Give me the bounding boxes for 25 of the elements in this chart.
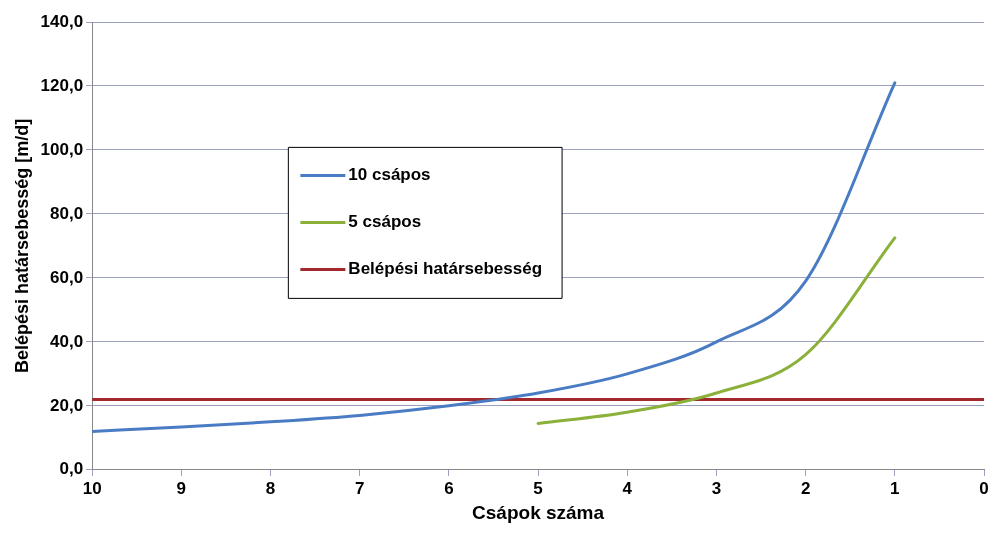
- y-tick-label: 120,0: [40, 75, 84, 95]
- x-tick-label: 2: [800, 478, 811, 498]
- line-series: [92, 81, 897, 433]
- x-tick-label: 7: [354, 478, 365, 498]
- y-tick-label: 80,0: [50, 203, 84, 223]
- y-axis-title: Belépési határsebesség [m/d]: [11, 118, 32, 373]
- y-tick-label: 100,0: [40, 139, 84, 159]
- y-tick-label: 40,0: [50, 331, 84, 351]
- y-tick-label: 60,0: [50, 267, 84, 287]
- x-tick-label: 0: [979, 478, 989, 498]
- x-tick-label: 1: [890, 478, 900, 498]
- x-tick-label: 8: [265, 478, 276, 498]
- legend-label: Belépési határsebesség: [348, 259, 543, 279]
- legend-label: 5 csápos: [348, 212, 422, 232]
- y-tick-label: 20,0: [50, 395, 84, 415]
- x-tick-label: 4: [622, 478, 633, 498]
- x-tick-label: 10: [82, 478, 102, 498]
- y-tick-label: 0,0: [59, 459, 84, 479]
- x-tick-label: 9: [176, 478, 187, 498]
- x-tick-label: 6: [444, 478, 454, 498]
- x-tick-label: 3: [711, 478, 722, 498]
- x-tick-label: 5: [533, 478, 543, 498]
- x-axis-title: Csápok száma: [472, 501, 605, 523]
- legend-label: 10 csápos: [348, 165, 431, 185]
- y-tick-label: 140,0: [40, 11, 84, 31]
